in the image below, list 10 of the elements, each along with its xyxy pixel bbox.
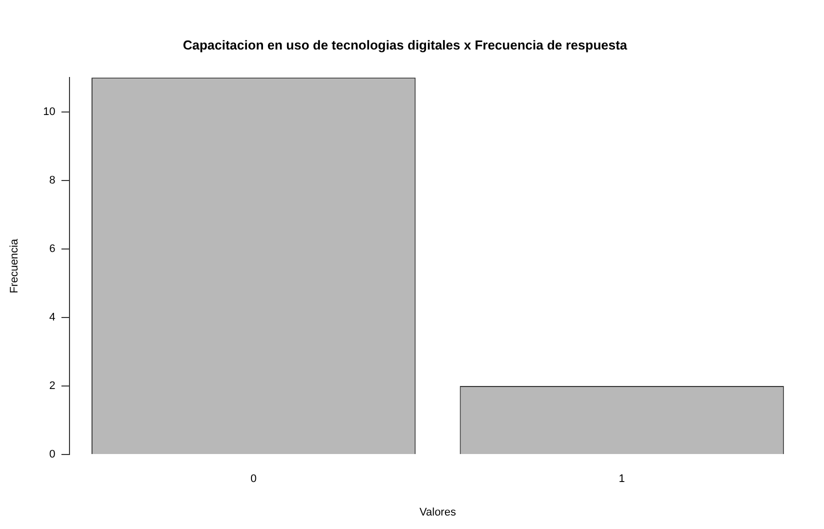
chart-title: Capacitacion en uso de tecnologias digitales x Frecuencia de respuesta — [182, 37, 628, 52]
y-tick-label: 10 — [43, 106, 56, 118]
y-axis-title: Frecuencia — [8, 238, 21, 294]
x-axis-title: Valores — [419, 506, 456, 518]
y-tick-label: 8 — [49, 174, 56, 186]
x-tick-label: 1 — [618, 473, 625, 486]
y-tick-label: 0 — [49, 448, 56, 461]
y-tick-label: 6 — [49, 242, 56, 255]
y-tick-label: 2 — [49, 380, 56, 392]
y-tick-label: 4 — [49, 312, 56, 324]
